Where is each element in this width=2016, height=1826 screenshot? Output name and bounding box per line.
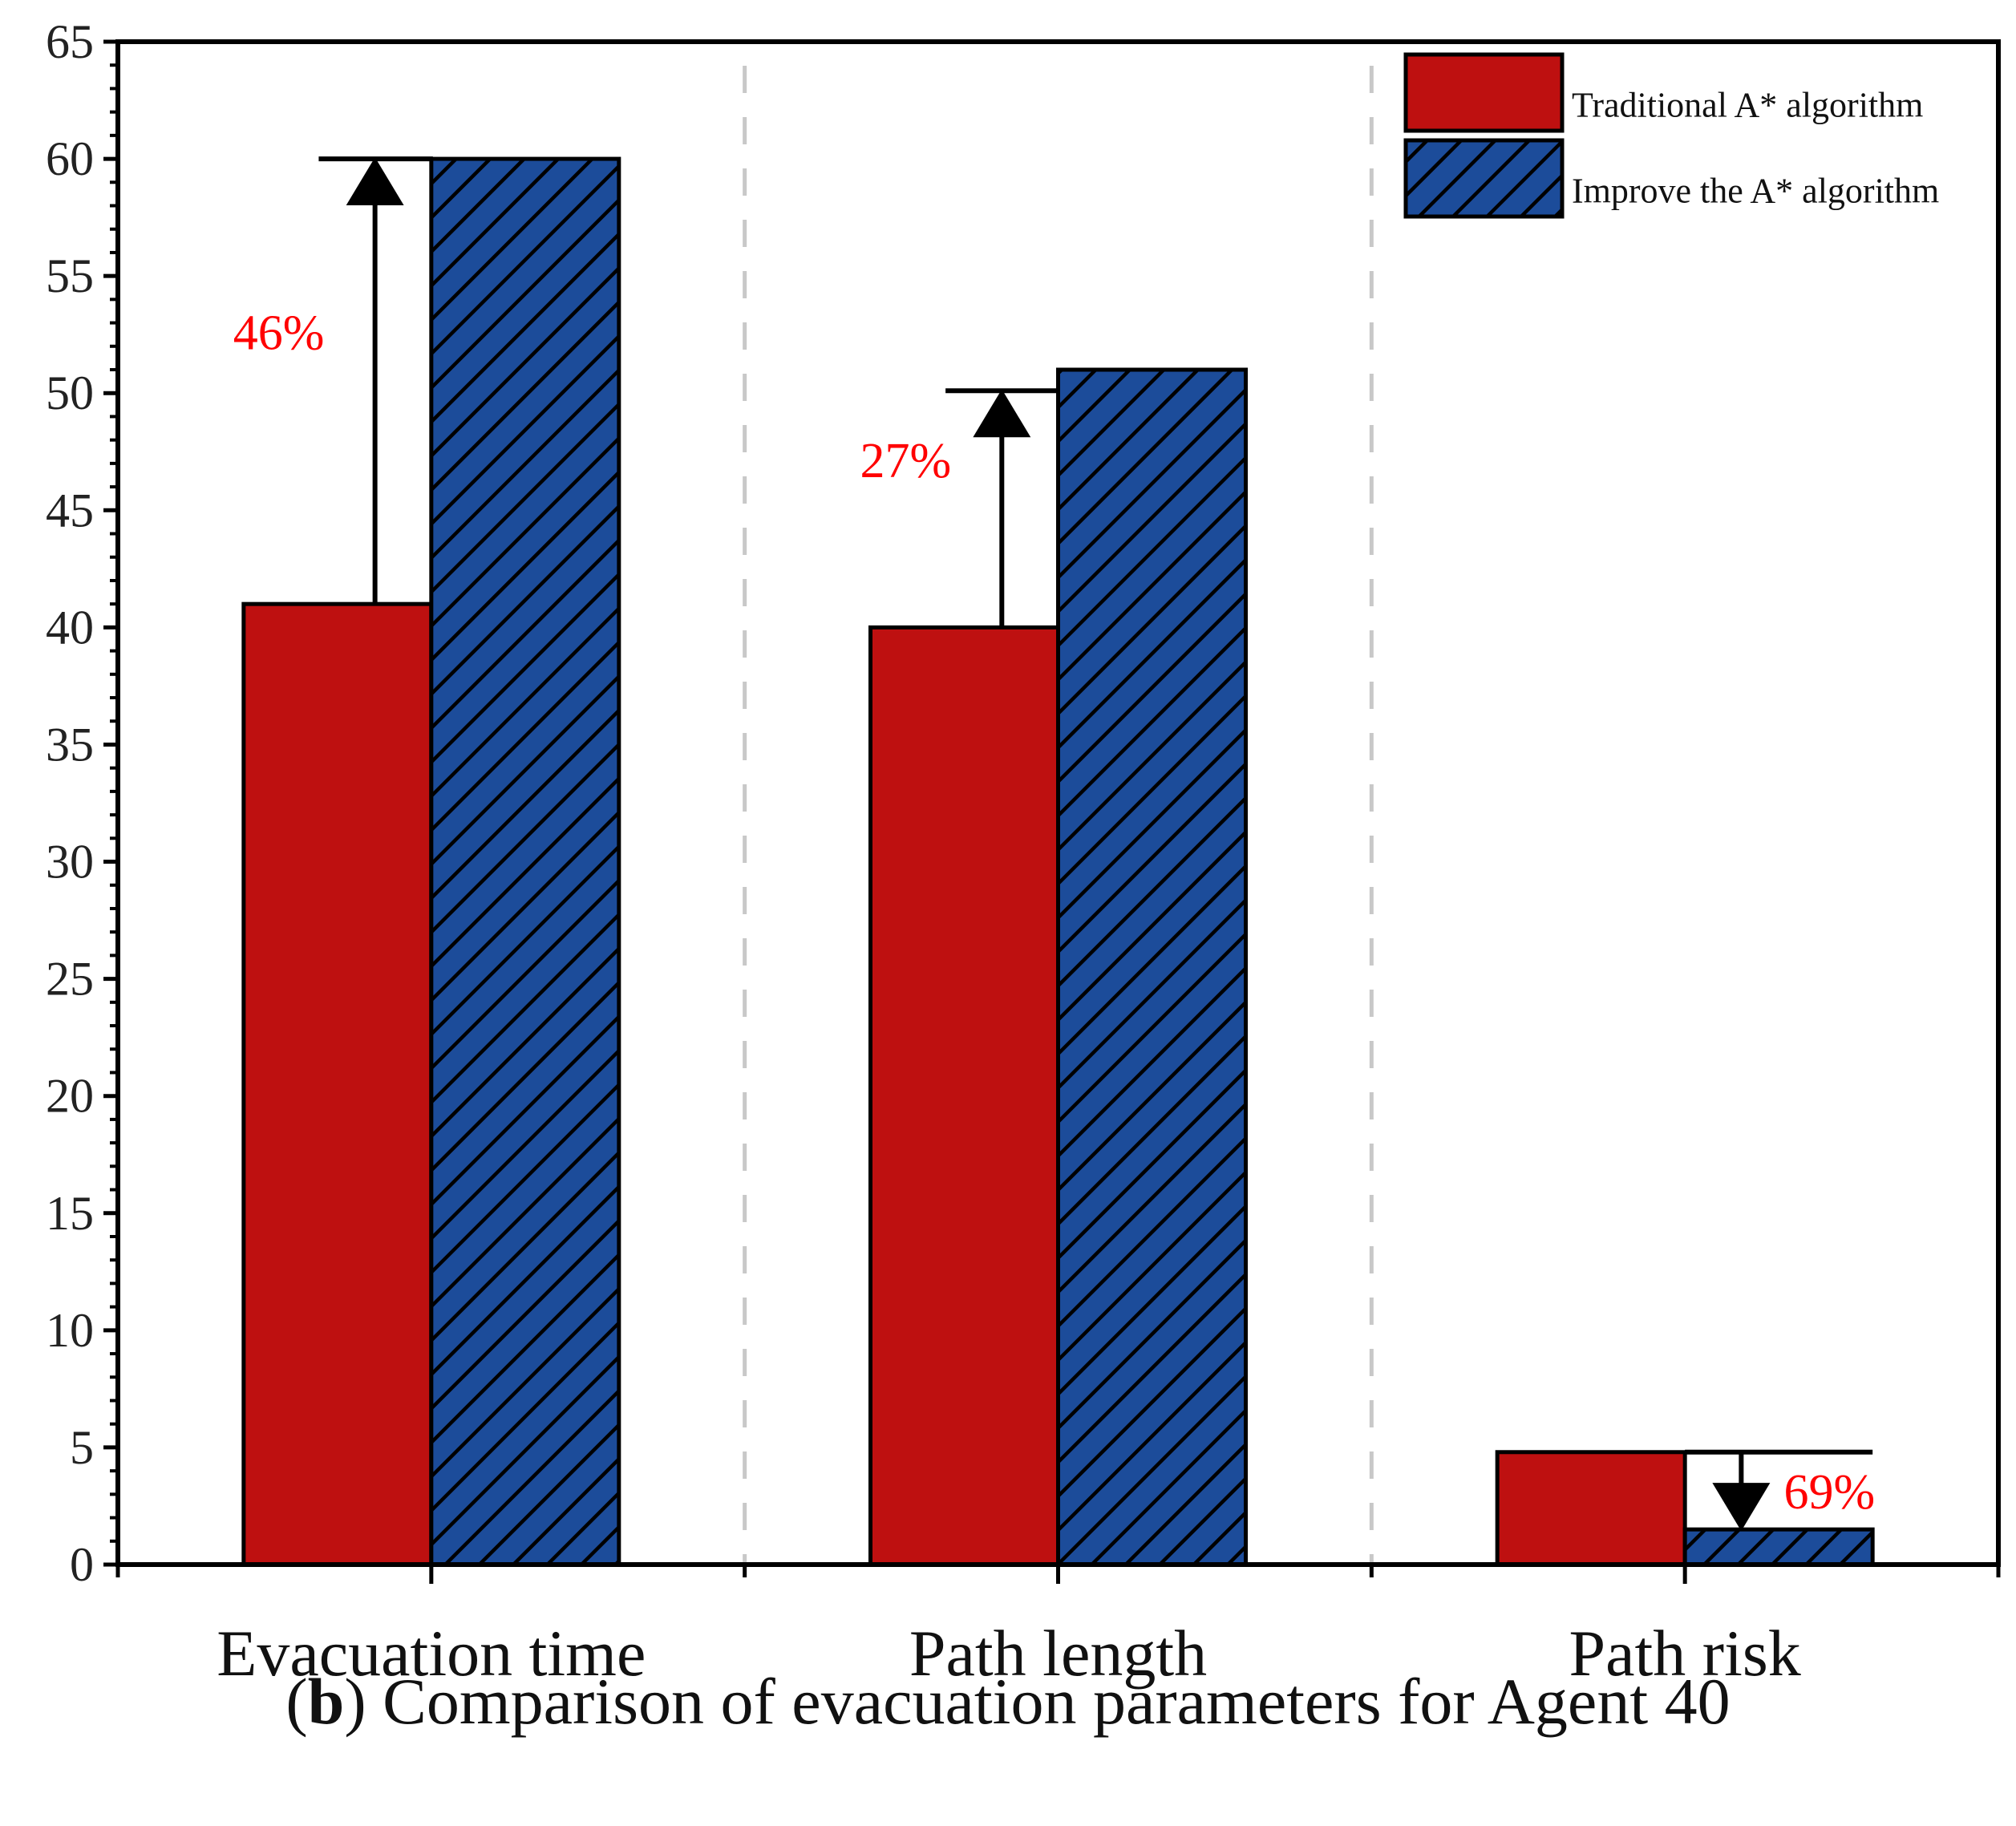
y-tick-label: 25: [46, 953, 94, 1006]
x-category-label: Evacuation time: [217, 1617, 646, 1690]
y-tick-label: 50: [46, 366, 94, 419]
annotations: 46% 27% 69%: [233, 156, 1876, 1532]
separators: [743, 66, 1374, 1565]
y-tick-label: 0: [70, 1538, 94, 1591]
y-tick-label: 55: [46, 249, 94, 302]
annotation-label: 46%: [233, 306, 325, 361]
legend-swatch-improved: [1403, 138, 1565, 219]
y-tick-label: 65: [46, 15, 94, 68]
y-tick-label: 20: [46, 1070, 94, 1123]
bar-improved-evacuation-time: [429, 156, 621, 1567]
bar-traditional-evacuation-time: [241, 601, 434, 1567]
y-tick-label: 45: [46, 484, 94, 536]
bar-traditional-path-risk: [1495, 1450, 1687, 1567]
figure-caption: (b) Comparison of evacuation parameters …: [285, 1665, 1731, 1738]
caption-label: b: [307, 1665, 345, 1738]
bar-improved-path-length: [1056, 367, 1248, 1567]
legend-label: Traditional A* algorithm: [1572, 86, 1923, 125]
y-tick-label: 30: [46, 836, 94, 889]
legend-label: Improve the A* algorithm: [1572, 172, 1939, 211]
annotation-label: 27%: [860, 434, 951, 488]
y-tick-label: 10: [46, 1304, 94, 1357]
y-tick-label: 5: [70, 1421, 94, 1474]
y-tick-label: 40: [46, 601, 94, 654]
x-category-label: Path risk: [1569, 1617, 1801, 1690]
y-tick-label: 60: [46, 132, 94, 185]
y-tick-label: 15: [46, 1187, 94, 1240]
bar-traditional-path-length: [868, 625, 1060, 1567]
axes: 0 5 10 15 20 25 30 35 40 45 50 55 60 65 Evacuation tim…: [46, 15, 2001, 1690]
annotation-label: 69%: [1784, 1465, 1876, 1520]
x-category-label: Path length: [909, 1617, 1207, 1690]
legend: Traditional A* algorithm Improve the A* a…: [1403, 52, 1939, 219]
caption-text: Comparison of evacuation parameters for …: [366, 1665, 1731, 1738]
y-tick-label: 35: [46, 718, 94, 771]
bars: [241, 156, 1875, 1567]
bar-improved-path-risk: [1682, 1527, 1875, 1567]
legend-swatch-traditional: [1403, 52, 1565, 133]
